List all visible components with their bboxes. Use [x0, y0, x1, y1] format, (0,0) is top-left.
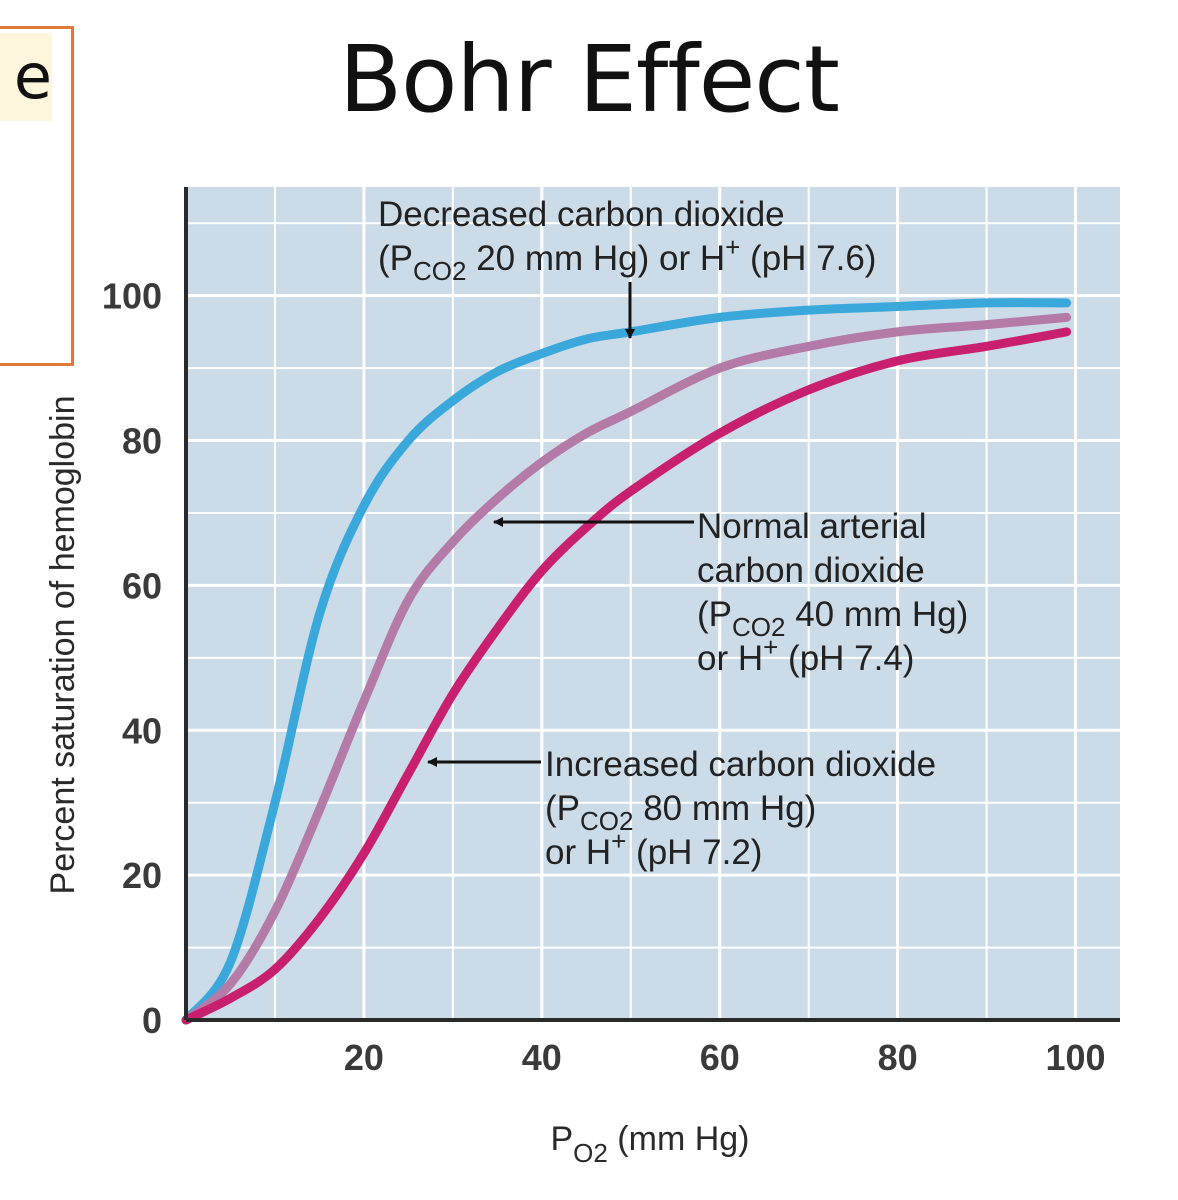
curve-normal-co2	[181, 312, 1072, 1025]
annotation-line: or H+ (pH 7.4)	[697, 632, 914, 678]
x-tick-label: 100	[1045, 1037, 1105, 1078]
slide-title: Bohr Effect	[339, 26, 840, 133]
x-tick-label: 20	[344, 1037, 384, 1078]
x-tick-label: 60	[700, 1037, 740, 1078]
y-tick-label: 60	[122, 565, 162, 606]
y-axis-title: Percent saturation of hemoglobin	[44, 396, 82, 895]
y-tick-label: 40	[122, 710, 162, 751]
side-text-box-content: e	[0, 33, 52, 121]
annotation-line: Decreased carbon dioxide	[378, 195, 785, 234]
grid-lines	[186, 187, 1120, 1020]
annotation-decreased-co2: Decreased carbon dioxide(PCO2 20 mm Hg) …	[378, 195, 876, 339]
x-tick-label: 40	[522, 1037, 562, 1078]
axes	[184, 187, 1120, 1022]
annotation-line: (PCO2 80 mm Hg)	[545, 789, 816, 836]
annotation-line: (PCO2 20 mm Hg) or H+ (pH 7.6)	[378, 232, 876, 286]
curve-decreased-co2	[181, 298, 1072, 1025]
annotation-line: or H+ (pH 7.2)	[545, 826, 762, 872]
curve-increased-co2	[181, 327, 1072, 1025]
tick-labels: 20 40 60 80 100 0 20 40 60 80 100	[102, 276, 1106, 1078]
y-tick-label: 80	[122, 421, 162, 462]
annotation-line: Increased carbon dioxide	[545, 745, 936, 784]
y-tick-label: 0	[142, 1000, 162, 1041]
y-tick-label: 100	[102, 276, 162, 317]
annotation-increased-co2: Increased carbon dioxide (PCO2 80 mm Hg)o…	[427, 745, 936, 872]
x-axis-title: PO2 (mm Hg)	[550, 1120, 749, 1168]
annotation-normal-co2: Normal arterial carbon dioxide (PCO2 40 mm…	[493, 507, 968, 678]
curves	[181, 298, 1072, 1025]
annotation-line: carbon dioxide	[697, 551, 925, 590]
annotation-line: (PCO2 40 mm Hg)	[697, 595, 968, 642]
x-tick-label: 80	[878, 1037, 918, 1078]
annotation-line: Normal arterial	[697, 507, 927, 546]
axis-titles: PO2 (mm Hg) Percent saturation of hemoglo…	[44, 396, 750, 1168]
annotations: Decreased carbon dioxide(PCO2 20 mm Hg) …	[378, 195, 968, 872]
side-text-box[interactable]: e	[0, 26, 74, 366]
y-tick-label: 20	[122, 855, 162, 896]
